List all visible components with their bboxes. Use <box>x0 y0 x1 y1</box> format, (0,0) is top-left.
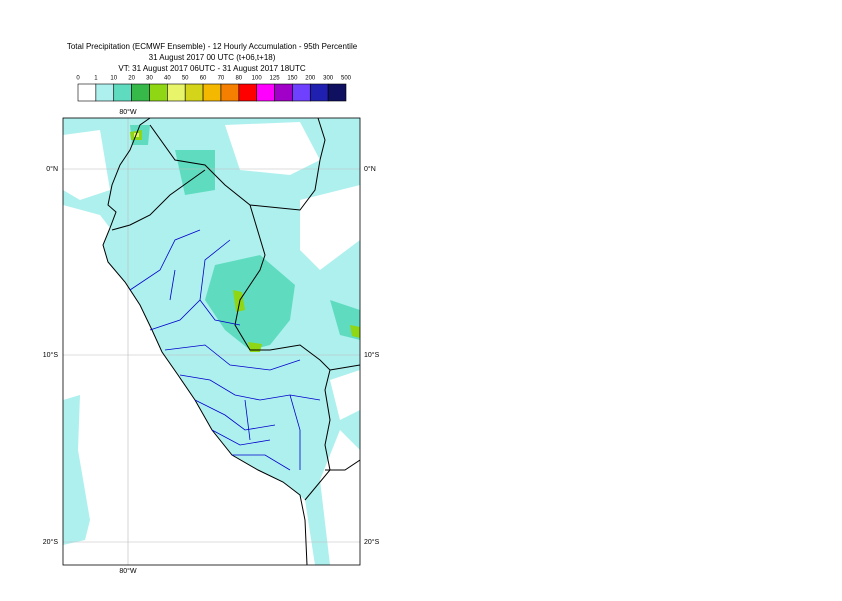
lat-label: 10°S <box>43 351 59 359</box>
precip-area <box>130 125 360 350</box>
legend-label: 30 <box>146 76 153 82</box>
ocean-precip <box>63 395 90 545</box>
legend-swatch <box>274 83 293 102</box>
legend-label: 125 <box>270 76 281 82</box>
title-line: VT: 31 August 2017 06UTC - 31 August 201… <box>118 64 305 73</box>
lat-label: 0°N <box>46 165 58 173</box>
legend-swatch <box>113 83 132 102</box>
legend-label: 100 <box>252 76 263 82</box>
lon-label: 80°W <box>119 108 137 116</box>
legend-label: 10 <box>110 76 117 82</box>
legend-swatch <box>131 83 150 102</box>
legend-swatch <box>309 83 329 102</box>
legend-label: 20 <box>128 76 135 82</box>
legend-label: 70 <box>218 76 225 82</box>
legend-swatch <box>167 83 186 102</box>
lat-label: 20°S <box>364 538 380 546</box>
legend-label: 200 <box>305 76 316 82</box>
legend-label: 60 <box>200 76 207 82</box>
lat-label: 10°S <box>364 351 380 359</box>
legend-label: 1 <box>94 76 98 82</box>
legend-swatch <box>238 83 257 102</box>
legend-swatch <box>77 83 97 102</box>
legend-swatch <box>95 83 115 102</box>
coastline <box>102 118 308 565</box>
no-precip <box>63 122 360 565</box>
grid-line <box>63 118 360 565</box>
legend-swatch <box>184 83 204 102</box>
legend-label: 0 <box>76 76 80 82</box>
country-border <box>111 118 360 501</box>
legend-swatch <box>202 83 222 102</box>
lon-label: 80°W <box>119 567 137 575</box>
title-line: 31 August 2017 00 UTC (t+06,t+18) <box>149 53 276 62</box>
title-line: Total Precipitation (ECMWF Ensemble) - 1… <box>67 42 358 51</box>
precip-area <box>63 118 360 565</box>
map <box>62 117 361 566</box>
legend-label: 500 <box>341 76 352 82</box>
legend-swatch <box>256 83 275 102</box>
legend: 0 1 10 20 30 40 50 60 70 80 100 125 150 200 300 500 <box>76 76 352 102</box>
legend-label: 80 <box>235 76 242 82</box>
legend-label: 300 <box>323 76 334 82</box>
legend-label: 150 <box>287 76 298 82</box>
legend-label: 40 <box>164 76 171 82</box>
legend-swatch <box>292 83 311 102</box>
legend-label: 50 <box>182 76 189 82</box>
legend-swatch <box>327 83 347 102</box>
legend-swatch <box>220 83 240 102</box>
legend-swatch <box>149 83 168 102</box>
lat-label: 0°N <box>364 165 376 173</box>
lat-label: 20°S <box>43 538 59 546</box>
region-border <box>129 229 321 471</box>
